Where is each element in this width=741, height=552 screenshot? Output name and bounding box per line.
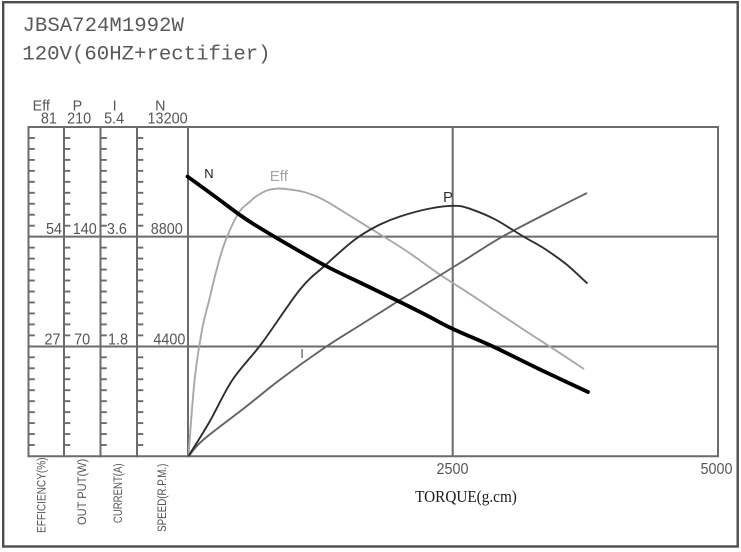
svg-text:Eff: Eff bbox=[270, 168, 289, 185]
svg-text:SPEED(R.P.M.): SPEED(R.P.M.) bbox=[156, 464, 169, 532]
svg-text:OUT PUT(W): OUT PUT(W) bbox=[77, 459, 89, 525]
svg-text:3.6: 3.6 bbox=[107, 220, 127, 238]
svg-text:81: 81 bbox=[41, 110, 57, 128]
svg-text:JBSA724M1992W: JBSA724M1992W bbox=[23, 15, 185, 38]
svg-text:210: 210 bbox=[67, 110, 91, 128]
svg-text:EFFICIENCY(%): EFFICIENCY(%) bbox=[36, 457, 49, 533]
svg-text:N: N bbox=[204, 166, 213, 181]
svg-text:1.8: 1.8 bbox=[108, 331, 128, 349]
svg-text:54: 54 bbox=[46, 220, 63, 238]
svg-text:P: P bbox=[443, 189, 453, 206]
svg-text:Eff: Eff bbox=[33, 99, 50, 115]
svg-text:140: 140 bbox=[73, 220, 97, 238]
svg-text:4400: 4400 bbox=[153, 331, 185, 349]
svg-text:P: P bbox=[73, 99, 83, 115]
svg-text:8800: 8800 bbox=[151, 220, 183, 238]
svg-text:CURRENT(A): CURRENT(A) bbox=[112, 463, 125, 523]
svg-text:TORQUE(g.cm): TORQUE(g.cm) bbox=[415, 489, 517, 507]
svg-text:5.4: 5.4 bbox=[104, 110, 125, 128]
svg-text:13200: 13200 bbox=[148, 110, 188, 128]
svg-text:27: 27 bbox=[44, 331, 60, 349]
svg-text:70: 70 bbox=[74, 331, 90, 349]
svg-text:I: I bbox=[300, 346, 304, 361]
svg-text:I: I bbox=[113, 99, 117, 115]
svg-text:N: N bbox=[155, 99, 165, 115]
svg-text:2500: 2500 bbox=[436, 460, 468, 478]
svg-text:120V(60HZ+rectifier): 120V(60HZ+rectifier) bbox=[22, 44, 270, 67]
svg-text:5000: 5000 bbox=[700, 460, 732, 478]
